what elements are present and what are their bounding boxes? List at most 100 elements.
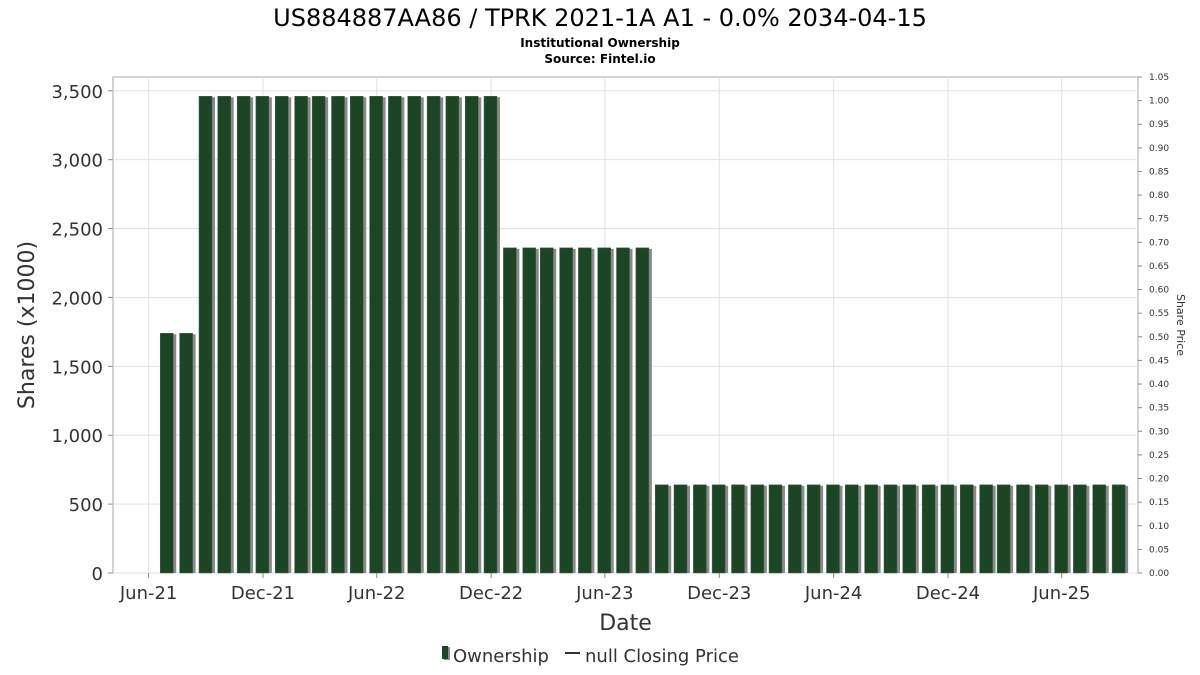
y2-tick-label: 0.65 (1149, 262, 1169, 272)
y-tick-label: 500 (69, 495, 103, 516)
y2-tick-label: 0.30 (1149, 427, 1169, 437)
x-axis-label: Date (599, 611, 652, 636)
ownership-bar (693, 484, 707, 574)
ownership-bar (1073, 484, 1087, 574)
y-axis-ticks: 0 500 1,000 1,500 2,000 2,500 3,000 3,500 (51, 82, 113, 585)
ownership-bar (788, 484, 802, 574)
y-tick-label: 2,000 (51, 288, 103, 309)
y2-tick-label: 1.05 (1149, 73, 1169, 83)
y2-tick-label: 0.15 (1149, 498, 1169, 508)
ownership-bar (311, 96, 326, 574)
ownership-bar (294, 96, 308, 574)
y2-tick-label: 0.45 (1149, 356, 1169, 366)
y2-tick-label: 0.60 (1149, 286, 1169, 296)
ownership-bar (275, 96, 289, 574)
x-tick-label: Dec-24 (916, 583, 980, 604)
ownership-bar (350, 96, 364, 574)
y-tick-label: 1,500 (51, 357, 103, 378)
x-tick-label: Dec-21 (231, 583, 295, 604)
x-tick-label: Jun-23 (575, 583, 634, 604)
ownership-bar (503, 247, 517, 574)
y2-tick-label: 0.50 (1149, 333, 1169, 343)
ownership-bar (940, 484, 955, 574)
ownership-bar (597, 247, 611, 574)
y-tick-label: 3,000 (51, 151, 103, 172)
legend-ownership-swatch (442, 646, 448, 659)
ownership-bar (996, 484, 1011, 574)
y2-tick-label: 0.10 (1149, 522, 1169, 532)
ownership-bar (902, 484, 916, 574)
y-tick-label: 3,500 (51, 82, 103, 103)
legend: Ownership null Closing Price (442, 646, 739, 667)
ownership-bar (921, 484, 936, 574)
ownership-bar (826, 484, 840, 574)
ownership-bar (1054, 484, 1068, 574)
y2-tick-label: 0.35 (1149, 404, 1169, 414)
y2-tick-label: 0.55 (1149, 309, 1169, 319)
ownership-bar (255, 96, 270, 574)
chart-source: Source: Fintel.io (544, 52, 655, 66)
ownership-bar (635, 247, 650, 574)
ownership-bar (673, 484, 688, 574)
x-axis-ticks: Jun-21 Dec-21 Jun-22 Dec-22 Jun-23 Dec-23 Jun-… (119, 573, 1091, 604)
ownership-bar (483, 96, 498, 574)
y2-tick-label: 0.05 (1149, 545, 1169, 555)
ownership-bar (160, 333, 174, 574)
y-tick-label: 2,500 (51, 220, 103, 241)
ownership-bars (160, 96, 1129, 574)
ownership-bar (960, 484, 974, 574)
ownership-bar (768, 484, 783, 574)
y2-tick-label: 0.25 (1149, 451, 1169, 461)
x-tick-label: Jun-24 (804, 583, 863, 604)
ownership-bar (369, 96, 383, 574)
ownership-bar (1035, 484, 1049, 574)
ownership-bar (864, 484, 878, 574)
y-tick-label: 0 (92, 564, 103, 585)
ownership-bar (465, 96, 479, 574)
ownership-bar (522, 247, 536, 574)
ownership-bar (578, 247, 592, 574)
ownership-bar (1016, 484, 1030, 574)
ownership-bar (388, 96, 402, 574)
ownership-bar (179, 333, 193, 574)
y2-tick-label: 0.85 (1149, 167, 1169, 177)
ownership-bar (883, 484, 898, 574)
y2-tick-label: 0.40 (1149, 380, 1169, 390)
y-tick-label: 1,000 (51, 426, 103, 447)
ownership-bar (655, 484, 669, 574)
chart-title: US884887AA86 / TPRK 2021-1A A1 - 0.0% 20… (273, 4, 927, 32)
y2-tick-label: 0.20 (1149, 475, 1169, 485)
y2-tick-label: 0.00 (1149, 569, 1169, 579)
y2-tick-label: 0.75 (1149, 215, 1169, 225)
x-tick-label: Dec-22 (459, 583, 523, 604)
ownership-bar (407, 96, 421, 574)
ownership-bar (806, 484, 821, 574)
ownership-bar (979, 484, 993, 574)
ownership-bar (331, 96, 345, 574)
y-axis-label: Shares (x1000) (15, 241, 40, 409)
y2-tick-label: 0.70 (1149, 238, 1169, 248)
x-tick-label: Dec-23 (687, 583, 751, 604)
legend-ownership-label: Ownership (453, 646, 549, 667)
ownership-bar (750, 484, 765, 574)
ownership-bar (1111, 484, 1126, 574)
ownership-bar (1092, 484, 1106, 574)
ownership-bar (559, 247, 573, 574)
ownership-bar (616, 247, 630, 574)
ownership-bar (217, 96, 231, 574)
chart-subtitle: Institutional Ownership (520, 36, 680, 50)
y2-axis-label: Share Price (1174, 294, 1187, 356)
ownership-bar (198, 96, 213, 574)
x-tick-label: Jun-22 (347, 583, 406, 604)
ownership-bar (426, 96, 441, 574)
ownership-bar (540, 247, 554, 574)
y2-tick-label: 0.95 (1149, 120, 1169, 130)
ownership-bar (845, 484, 859, 574)
x-tick-label: Jun-25 (1032, 583, 1091, 604)
y2-tick-label: 1.00 (1149, 97, 1169, 107)
y2-tick-label: 0.90 (1149, 144, 1169, 154)
legend-price-label: null Closing Price (585, 646, 739, 667)
ownership-bar (236, 96, 251, 574)
x-tick-label: Jun-21 (119, 583, 178, 604)
